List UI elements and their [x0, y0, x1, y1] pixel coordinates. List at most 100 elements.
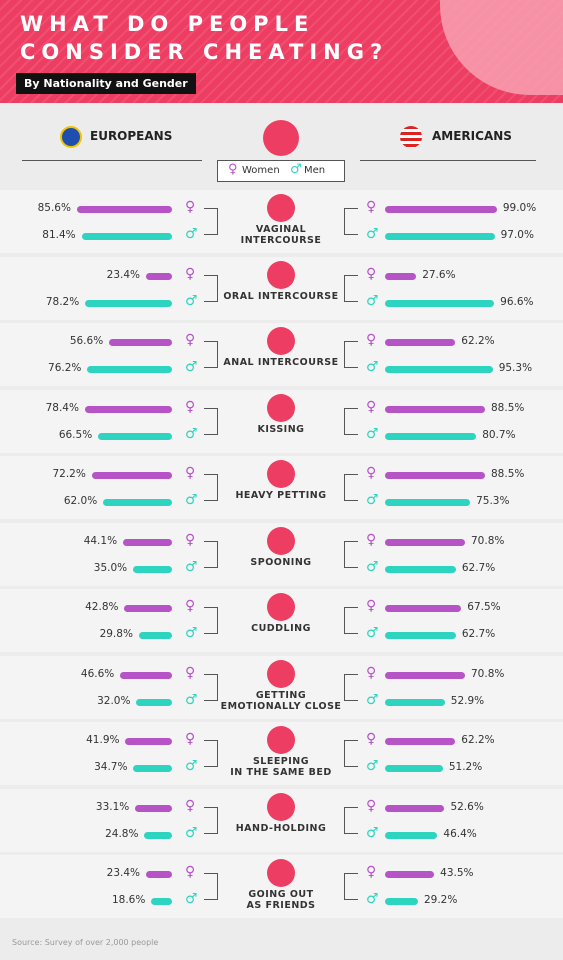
- connector: [204, 420, 218, 435]
- gender-symbol: ♀: [366, 199, 377, 215]
- category-label: VAGINAL INTERCOURSE: [240, 224, 322, 246]
- gender-symbol: ♂: [366, 625, 379, 641]
- bar: [151, 898, 172, 905]
- connector: [344, 354, 358, 368]
- value-label: 95.3%: [498, 362, 533, 374]
- connector: [204, 474, 218, 488]
- value-label: 44.1%: [83, 534, 118, 547]
- category-icon: [267, 260, 295, 289]
- bar: [385, 831, 438, 839]
- gender-symbol: ♂: [366, 226, 379, 242]
- bar: [81, 233, 172, 240]
- gender-symbol: ♀: [185, 332, 196, 348]
- value-label: 76.2%: [48, 362, 82, 374]
- gender-symbol: ♀: [185, 265, 196, 282]
- bar: [98, 432, 172, 440]
- bar: [385, 538, 465, 546]
- bar: [385, 472, 485, 479]
- legend-label: Men: [304, 165, 326, 176]
- group-heading: EUROPEANS: [90, 129, 173, 143]
- gender-symbol: ♂: [366, 359, 379, 375]
- value-label: 51.2%: [448, 761, 483, 773]
- gender-symbol: ♀: [366, 332, 377, 348]
- connector: [204, 287, 218, 302]
- bar: [133, 565, 172, 573]
- gender-symbol: ♂: [185, 691, 198, 708]
- value-label: 52.6%: [450, 800, 484, 813]
- bar: [385, 299, 495, 307]
- value-label: 85.6%: [37, 202, 71, 214]
- connector: [204, 753, 218, 767]
- value-label: 62.0%: [63, 495, 98, 507]
- value-label: 66.5%: [58, 428, 93, 441]
- value-label: 43.5%: [440, 867, 474, 879]
- gender-symbol: ♂: [366, 824, 379, 841]
- group-heading: AMERICANS: [432, 129, 512, 143]
- bar: [385, 272, 417, 280]
- category-icon: [267, 792, 295, 821]
- bar: [144, 831, 172, 839]
- gender-symbol: ♂: [366, 758, 379, 774]
- connector: [344, 740, 358, 754]
- value-label: 99.0%: [502, 202, 537, 214]
- gender-symbol: ♂: [185, 359, 198, 375]
- value-label: 78.4%: [45, 401, 79, 414]
- connector: [204, 407, 218, 422]
- category-label: CUDDLING: [251, 623, 311, 634]
- legend: [217, 160, 345, 182]
- value-label: 23.4%: [106, 867, 141, 879]
- category-icon: [267, 526, 295, 555]
- bar: [85, 299, 172, 307]
- value-label: 34.7%: [94, 761, 128, 773]
- connector: [344, 420, 358, 435]
- heart-icon: [263, 120, 299, 156]
- bar: [385, 366, 493, 373]
- value-label: 67.5%: [467, 601, 501, 613]
- value-label: 42.8%: [85, 601, 119, 613]
- connector: [204, 540, 218, 555]
- bar: [84, 405, 172, 413]
- connector: [204, 607, 218, 621]
- category-label: HEAVY PETTING: [235, 490, 327, 501]
- connector: [204, 686, 218, 701]
- gender-symbol: ♀: [366, 531, 377, 548]
- gender-symbol: ♀: [366, 731, 377, 747]
- bar: [385, 499, 471, 506]
- gender-symbol: ♀: [185, 797, 196, 814]
- value-label: 46.4%: [443, 827, 477, 840]
- connector: [204, 341, 218, 355]
- connector: [204, 819, 218, 834]
- gender-symbol: ♂: [185, 758, 198, 774]
- connector: [344, 873, 358, 887]
- category-icon: [267, 194, 295, 222]
- category-label: HAND-HOLDING: [235, 822, 327, 834]
- gender-symbol: ♂: [366, 691, 379, 708]
- category-label: GOING OUT AS FRIENDS: [246, 889, 316, 911]
- bar: [385, 738, 456, 745]
- bar: [87, 366, 172, 373]
- value-label: 29.8%: [99, 628, 133, 640]
- connector: [204, 740, 218, 754]
- gender-symbol: ♀: [366, 797, 377, 814]
- divider: [360, 160, 536, 161]
- value-label: 96.6%: [500, 295, 534, 308]
- bar: [385, 405, 485, 413]
- gender-symbol: ♂: [185, 625, 198, 641]
- category-icon: [267, 659, 295, 688]
- value-label: 46.6%: [80, 667, 115, 680]
- gender-symbol: ♂: [185, 492, 198, 508]
- value-label: 32.0%: [97, 694, 131, 707]
- value-label: 29.2%: [423, 894, 458, 906]
- value-label: 18.6%: [111, 894, 146, 906]
- title: WHAT DO PEOPLE CONSIDER CHEATING?: [20, 12, 389, 64]
- value-label: 27.6%: [422, 268, 456, 281]
- legend-symbol: ♂: [290, 162, 302, 177]
- bar: [91, 472, 172, 479]
- connector: [344, 208, 358, 222]
- value-label: 75.3%: [476, 495, 510, 507]
- gender-symbol: ♀: [185, 531, 196, 548]
- category-icon: [267, 859, 295, 887]
- gender-symbol: ♂: [185, 891, 198, 907]
- bar: [146, 871, 172, 878]
